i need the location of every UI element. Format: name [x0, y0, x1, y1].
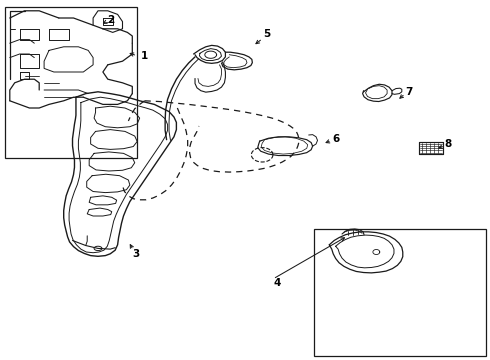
- Text: 5: 5: [264, 29, 270, 39]
- Text: 2: 2: [107, 15, 114, 25]
- Text: 6: 6: [332, 134, 339, 144]
- Text: 4: 4: [273, 278, 281, 288]
- Text: 8: 8: [445, 139, 452, 149]
- Bar: [5, 7, 137, 158]
- Bar: [314, 229, 486, 356]
- Text: 1: 1: [141, 51, 148, 61]
- Text: 3: 3: [133, 249, 140, 259]
- Text: 7: 7: [405, 87, 413, 97]
